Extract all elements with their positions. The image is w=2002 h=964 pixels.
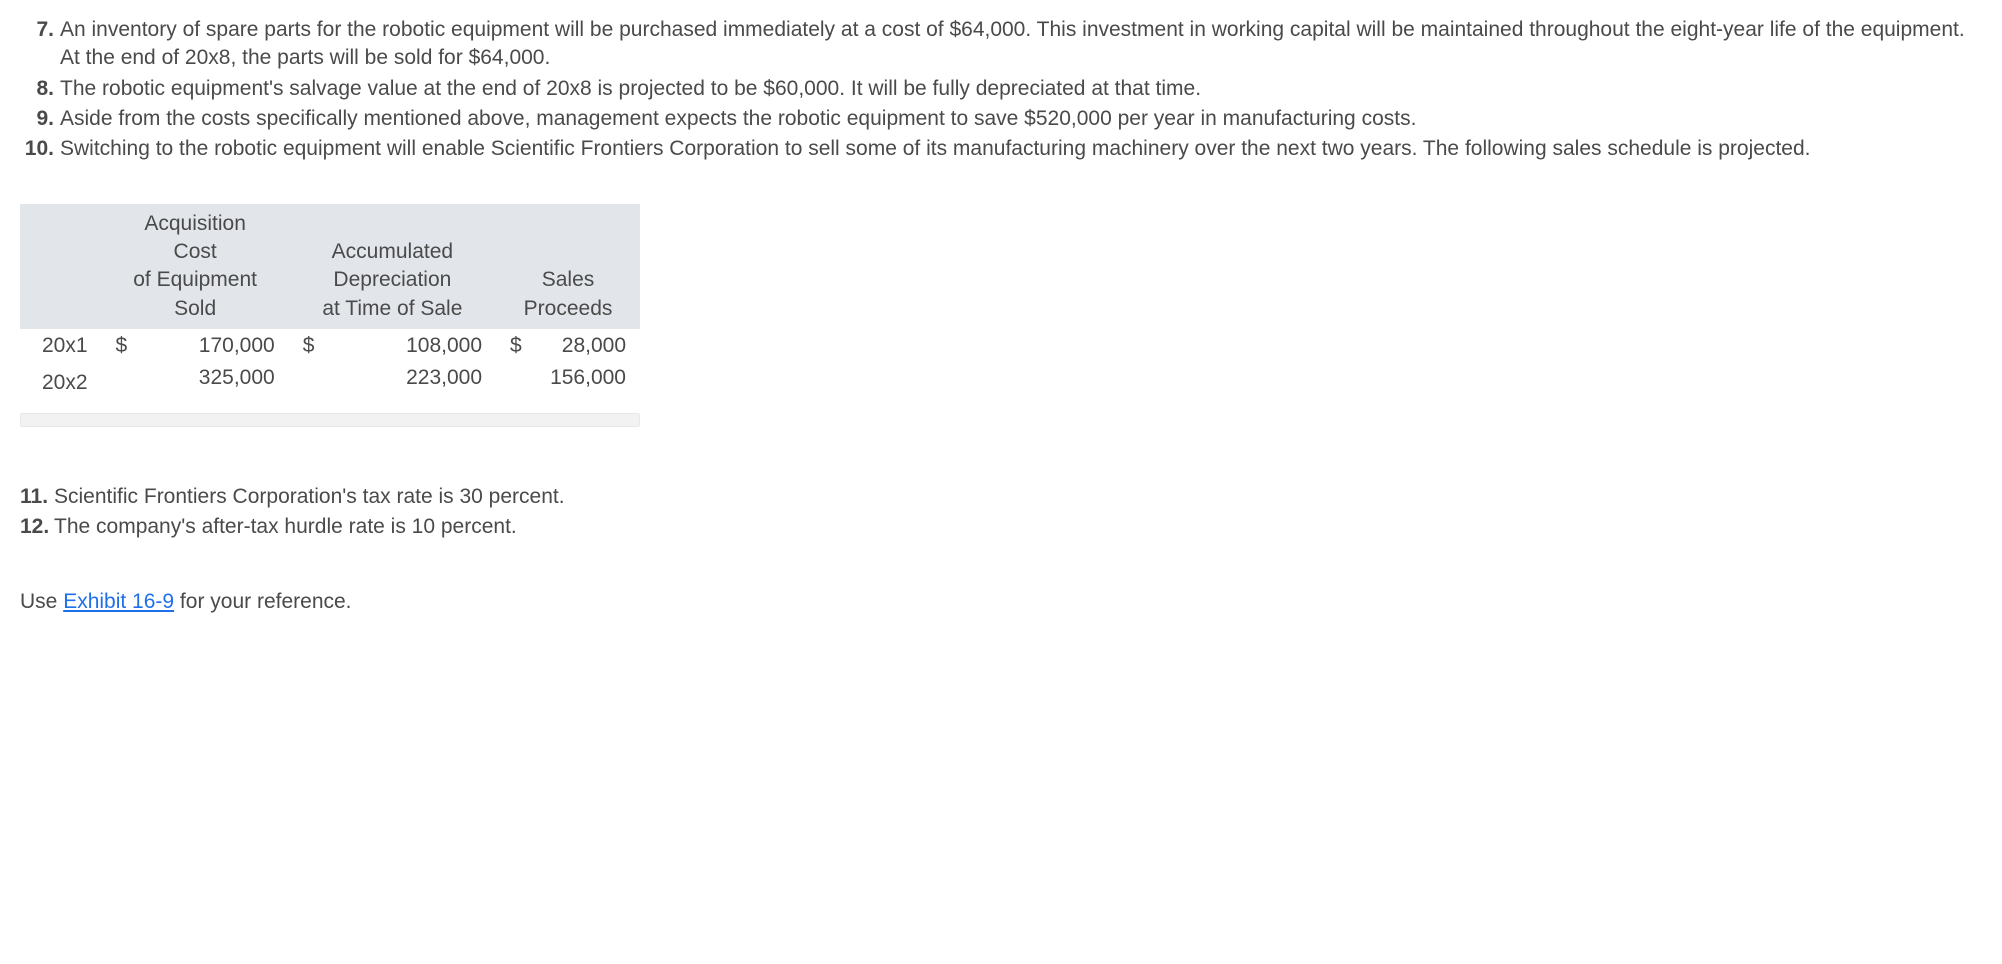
list-item: 9. Aside from the costs specifically men… [20, 105, 1982, 133]
scrollbar-thumb[interactable] [21, 414, 31, 426]
cell-proceeds: $28,000 [496, 330, 640, 363]
table-row: 20x1 $170,000 $108,000 $28,000 [20, 330, 640, 363]
cell-acquisition: 325,000 [102, 362, 289, 403]
list-text: The robotic equipment's salvage value at… [60, 75, 1982, 103]
th-line: Depreciation [303, 266, 482, 294]
currency-symbol: $ [116, 332, 128, 360]
cell-depreciation: $108,000 [289, 330, 496, 363]
amount: 28,000 [562, 332, 626, 360]
th-line: Sales [510, 266, 626, 294]
list-number: 11. [20, 483, 54, 511]
list-number: 9. [20, 105, 60, 133]
cell-depreciation: 223,000 [289, 362, 496, 403]
th-line: Proceeds [510, 295, 626, 323]
list-text: Switching to the robotic equipment will … [60, 135, 1982, 163]
list-number: 8. [20, 75, 60, 103]
list-text: Aside from the costs specifically mentio… [60, 105, 1982, 133]
list-text: An inventory of spare parts for the robo… [60, 16, 1982, 73]
list-text: Scientific Frontiers Corporation's tax r… [54, 483, 565, 511]
th-acquisition: Acquisition Cost of Equipment Sold [102, 204, 289, 330]
list-item: 8. The robotic equipment's salvage value… [20, 75, 1982, 103]
amount: 170,000 [199, 332, 275, 360]
amount: 223,000 [406, 364, 482, 392]
cell-proceeds: 156,000 [496, 362, 640, 403]
list-item: 7. An inventory of spare parts for the r… [20, 16, 1982, 73]
numbered-list-lower: 11. Scientific Frontiers Corporation's t… [20, 483, 1982, 542]
th-line: Cost [116, 238, 275, 266]
currency-symbol: $ [303, 332, 315, 360]
sales-schedule-table-wrap: Acquisition Cost of Equipment Sold Accum… [20, 204, 640, 427]
amount: 108,000 [406, 332, 482, 360]
list-number: 12. [20, 513, 54, 541]
th-year [20, 204, 102, 330]
list-item: 12. The company's after-tax hurdle rate … [20, 513, 1982, 541]
horizontal-scrollbar[interactable] [20, 413, 640, 427]
list-item: 10. Switching to the robotic equipment w… [20, 135, 1982, 163]
th-line: Acquisition [116, 210, 275, 238]
exhibit-link[interactable]: Exhibit 16-9 [63, 590, 174, 613]
currency-symbol: $ [510, 332, 522, 360]
th-line: at Time of Sale [303, 295, 482, 323]
numbered-list-upper: 7. An inventory of spare parts for the r… [20, 16, 1982, 164]
th-line: Sold [116, 295, 275, 323]
th-proceeds: Sales Proceeds [496, 204, 640, 330]
table-row: 20x2 325,000 223,000 156,000 [20, 362, 640, 403]
list-item: 11. Scientific Frontiers Corporation's t… [20, 483, 1982, 511]
reference-prefix: Use [20, 590, 63, 613]
list-number: 7. [20, 16, 60, 44]
amount: 325,000 [199, 364, 275, 392]
th-depreciation: Accumulated Depreciation at Time of Sale [289, 204, 496, 330]
list-text: The company's after-tax hurdle rate is 1… [54, 513, 517, 541]
cell-acquisition: $170,000 [102, 330, 289, 363]
cell-year: 20x2 [20, 362, 102, 403]
reference-suffix: for your reference. [174, 590, 351, 613]
reference-line: Use Exhibit 16-9 for your reference. [20, 588, 1982, 616]
th-line: Accumulated [303, 238, 482, 266]
cell-year: 20x1 [20, 330, 102, 363]
th-line: of Equipment [116, 266, 275, 294]
sales-schedule-table: Acquisition Cost of Equipment Sold Accum… [20, 204, 640, 403]
list-number: 10. [20, 135, 60, 163]
amount: 156,000 [550, 364, 626, 392]
